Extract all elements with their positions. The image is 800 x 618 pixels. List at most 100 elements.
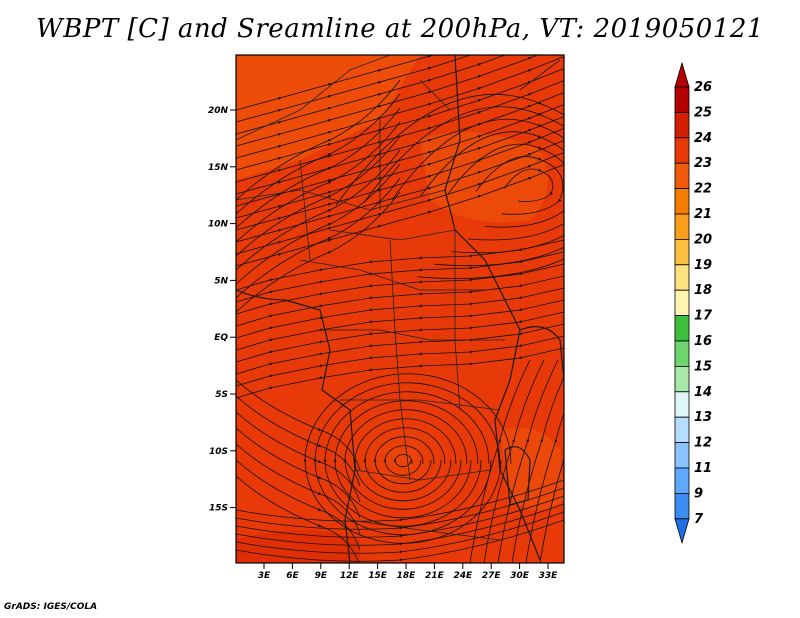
streamline: [236, 511, 564, 554]
colorbar-cell: [674, 416, 690, 444]
lon-tick-label: 9E: [315, 571, 328, 581]
streamline: [236, 459, 361, 551]
country-borders: [236, 55, 561, 541]
lat-tick-label: 15N: [208, 163, 229, 173]
colorbar-label: 13: [694, 410, 712, 425]
colorbar-label: 9: [694, 486, 703, 501]
map-plot-area: [236, 55, 564, 563]
streamline: [511, 375, 564, 563]
colorbar-label: 22: [694, 182, 712, 197]
lon-tick-label: 12E: [340, 571, 360, 581]
credit-label: GrADS: IGES/COLA: [4, 602, 98, 612]
streamline: [383, 445, 424, 476]
colorbar-label: 21: [694, 207, 712, 222]
colorbar-label: 20: [694, 232, 712, 247]
colorbar-cell: [674, 492, 690, 520]
streamline: [236, 443, 361, 535]
colorbar-labels: 26 25 24 23 22 21 20 19 18 17 16 15 14 13 12 11 9 7: [694, 80, 713, 527]
lon-tick-label: 3E: [258, 571, 271, 581]
colorbar-label: 25: [694, 105, 712, 120]
lon-tick-label: 33E: [539, 571, 559, 581]
lat-tick-label: 10N: [208, 220, 229, 230]
colorbar-cell: [674, 442, 690, 469]
colorbar-label: 17: [694, 309, 713, 324]
streamline: [497, 359, 559, 563]
colorbar-label: 26: [694, 80, 712, 95]
colorbar-label: 24: [694, 131, 712, 146]
lat-tick-label: 10S: [209, 447, 228, 457]
streamline: [333, 400, 479, 519]
colorbar-label: 14: [694, 385, 712, 400]
colorbar-cell: [674, 391, 690, 418]
lon-tick-label: 6E: [286, 571, 299, 581]
colorbar-cells: [674, 61, 690, 545]
streamline: [236, 475, 360, 563]
lat-tick-label: 5S: [215, 390, 228, 400]
chart-title: WBPT [C] and Sreamline at 200hPa, VT: 20…: [36, 14, 764, 44]
lon-tick-label: 24E: [453, 571, 473, 581]
streamline: [303, 373, 512, 544]
streamline: [353, 418, 457, 502]
latitude-axis: 20N 15N 10N 5N EQ 5S 10S 15S: [208, 106, 236, 514]
lat-tick-label: 20N: [208, 106, 229, 116]
streamline: [539, 457, 564, 563]
lon-tick-label: 21E: [425, 571, 445, 581]
colorbar-cell: [674, 315, 690, 342]
streamline: [525, 411, 564, 563]
lon-tick-label: 15E: [368, 571, 388, 581]
colorbar-cell: [674, 112, 690, 139]
streamline: [343, 409, 468, 510]
lat-tick-label: 5N: [214, 276, 228, 286]
streamline: [236, 479, 564, 522]
colorbar-label: 7: [694, 512, 704, 527]
colorbar-cell: [674, 264, 690, 291]
streamline: [236, 427, 361, 519]
colorbar-cell: [674, 467, 690, 494]
colorbar-cell: [674, 238, 690, 266]
colorbar-top-arrow: [674, 61, 690, 88]
colorbar-label: 18: [694, 283, 712, 298]
streamline: [363, 106, 564, 267]
colorbar-label: 11: [694, 461, 712, 476]
colorbar-cell: [674, 289, 690, 317]
streamline: [236, 519, 564, 562]
streamline: [236, 79, 401, 201]
colorbar-cell: [674, 213, 690, 240]
streamline: [236, 411, 361, 503]
lon-tick-label: 18E: [397, 571, 417, 581]
streamline: [236, 379, 361, 471]
streamline: [236, 191, 401, 313]
streamline: [393, 454, 413, 468]
streamline: [373, 436, 435, 485]
colorbar-label: 19: [694, 258, 712, 273]
colorbar-label: 16: [694, 334, 712, 349]
wbpt-patch-southeast: [500, 427, 564, 510]
streamline: [236, 93, 401, 215]
colorbar-cell: [674, 188, 690, 215]
colorbar-label: 23: [694, 156, 712, 171]
streamline: [363, 427, 446, 493]
colorbar-cell: [674, 162, 690, 189]
streamline: [236, 347, 564, 399]
colorbar-label: 15: [694, 359, 712, 374]
streamline: [447, 143, 564, 228]
streamline: [335, 93, 564, 279]
streamline: [236, 503, 564, 546]
colorbar-cell: [674, 340, 690, 367]
streamline: [419, 131, 564, 241]
streamline: [469, 359, 531, 563]
longitude-axis: 3E 6E 9E 12E 15E 18E 21E 24E 27E 30E 33E: [258, 563, 558, 581]
colorbar-cell: [674, 365, 690, 393]
coastlines: [236, 55, 564, 563]
colorbar-cell: [674, 137, 690, 164]
streamline: [236, 495, 564, 538]
lat-tick-label: 15S: [209, 504, 228, 514]
colorbar-bottom-arrow: [674, 518, 690, 545]
colorbar-cell: [674, 86, 690, 113]
lon-tick-label: 27E: [482, 571, 502, 581]
lat-tick-label: EQ: [214, 333, 228, 343]
streamline: [483, 359, 545, 563]
colorbar-label: 12: [694, 436, 712, 451]
